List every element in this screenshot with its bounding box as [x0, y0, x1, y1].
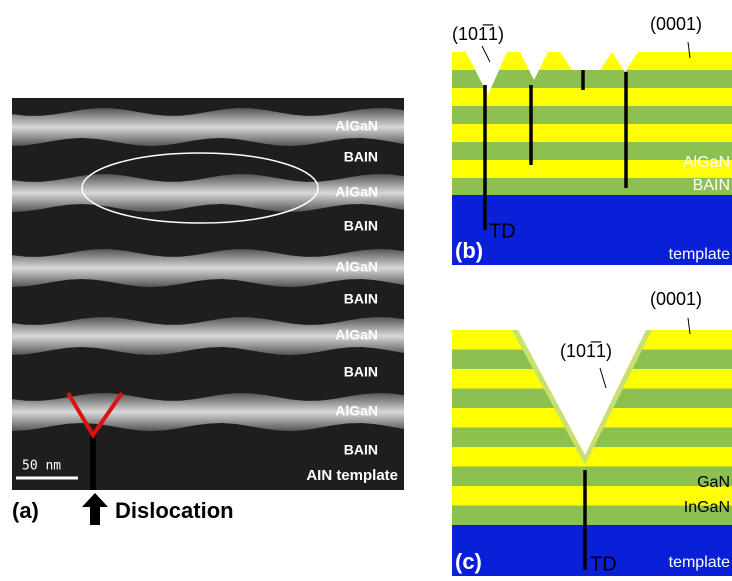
panel-c: (101̅1) (0001) GaN InGaN TD (c) template: [452, 289, 732, 576]
layer-label: BAIN: [344, 218, 378, 234]
layer-label: BAIN: [344, 291, 378, 307]
layer-label: InGaN: [684, 499, 730, 516]
layer-label: AlGaN: [683, 154, 730, 171]
layer: [452, 88, 732, 106]
layer-label: AlGaN: [335, 259, 378, 275]
layer-label: BAIN: [693, 177, 730, 194]
base-label: AIN template: [306, 467, 398, 484]
substrate-label: template: [669, 246, 730, 263]
figure: AlGaN BAIN AlGaN BAIN AlGaN BAIN AlGaN BAIN AlGa…: [0, 0, 732, 576]
panel-a: AlGaN BAIN AlGaN BAIN AlGaN BAIN AlGaN BAIN AlGa…: [12, 98, 404, 525]
layer: [452, 124, 732, 142]
plane-label: (0001): [650, 289, 702, 309]
arrow: [82, 493, 108, 525]
defect-label: TD: [590, 553, 617, 575]
defect-label: TD: [489, 220, 516, 242]
layer: [452, 467, 732, 487]
layer-label: BAIN: [344, 149, 378, 165]
substrate-label: template: [669, 554, 730, 571]
layer-label: AlGaN: [335, 327, 378, 343]
layer-label: AlGaN: [335, 403, 378, 419]
plane-label: (0001): [650, 14, 702, 34]
facet-label: (101̅1): [452, 24, 504, 44]
layer: [452, 178, 732, 196]
scale-label: 50 nm: [22, 459, 61, 474]
layer-label: BAIN: [344, 364, 378, 380]
arrow-label: Dislocation: [115, 498, 234, 523]
facet-label: (101̅1): [560, 341, 612, 361]
layer-label: GaN: [697, 474, 730, 491]
layer-label: AlGaN: [335, 118, 378, 134]
panel-label: (a): [12, 498, 39, 523]
layer-label: AlGaN: [335, 184, 378, 200]
panel-label: (c): [455, 549, 482, 574]
layer-label: BAIN: [344, 442, 378, 458]
panel-b: (101̅1) (0001) AlGaN BAIN TD (b) templat…: [452, 14, 732, 265]
layer: [452, 106, 732, 124]
panel-label: (b): [455, 238, 483, 263]
